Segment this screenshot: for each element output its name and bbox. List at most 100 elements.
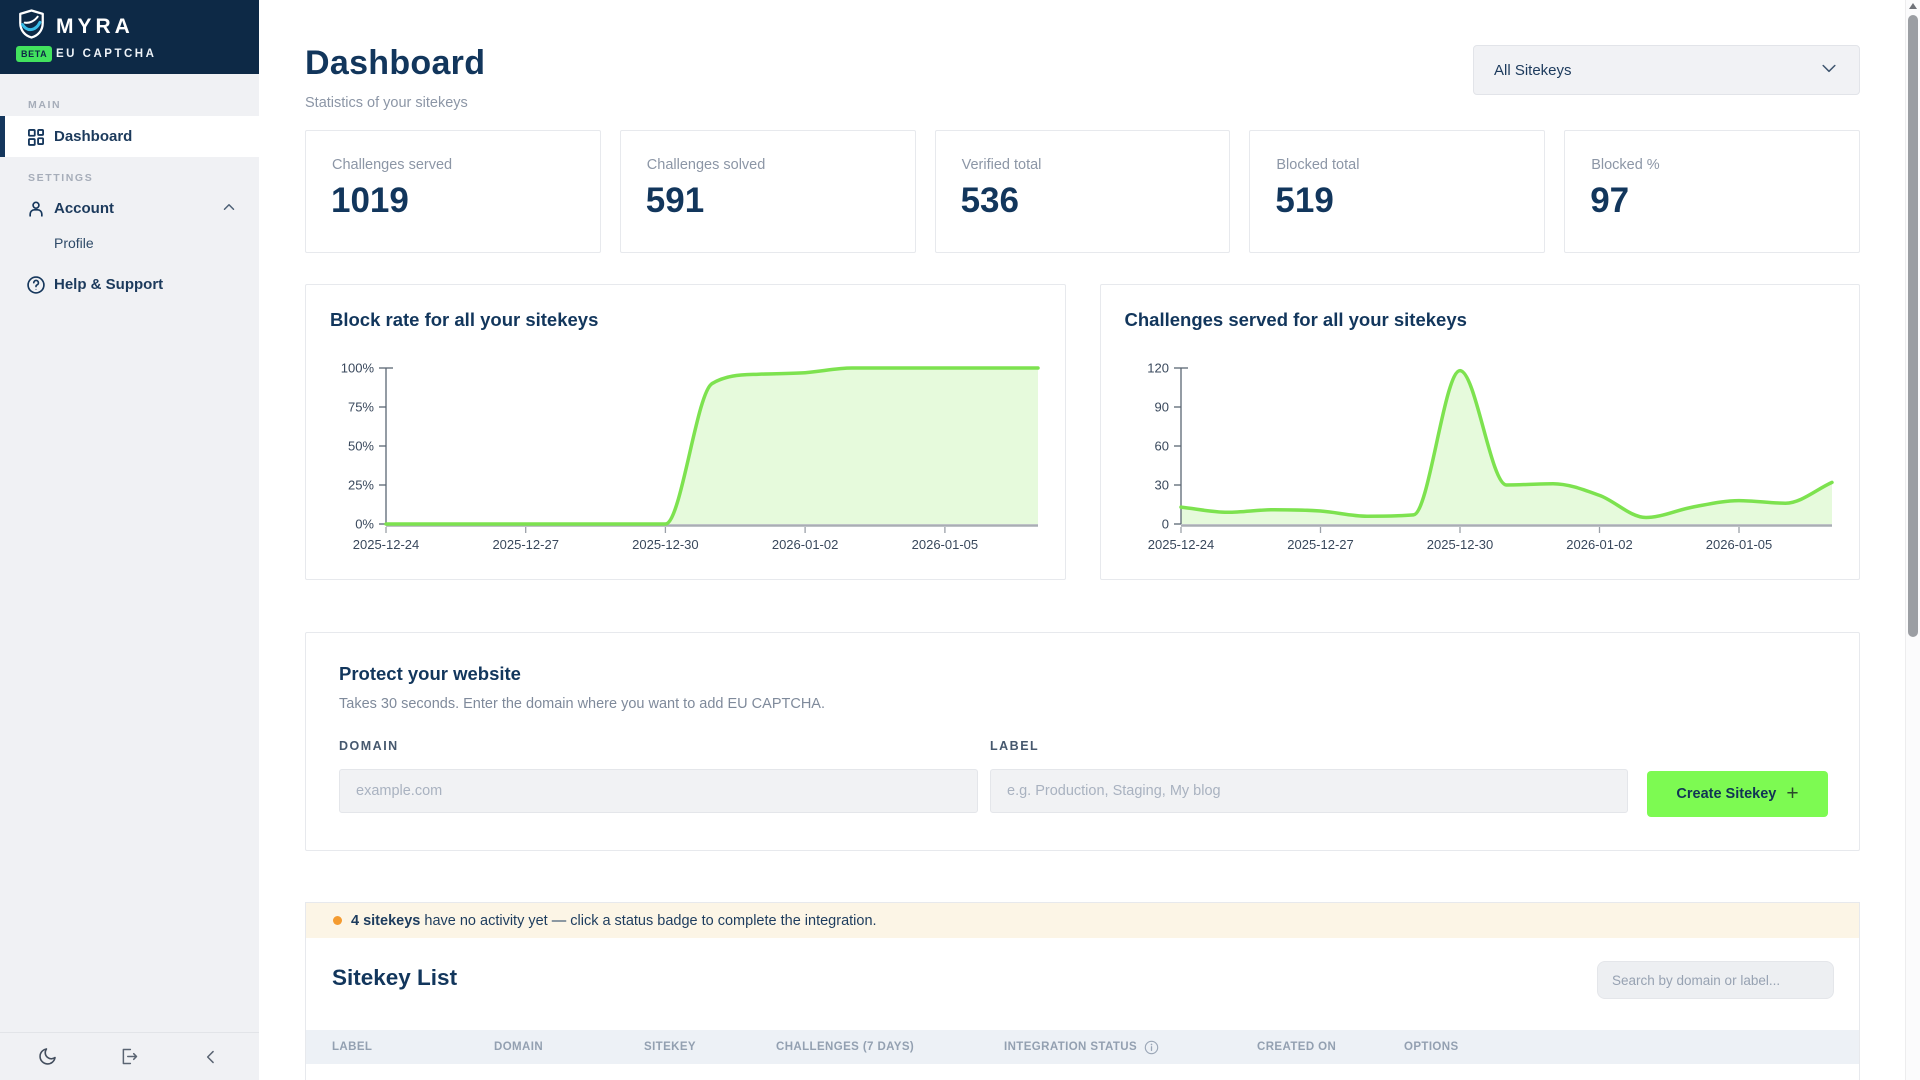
sidebar-item-help-support[interactable]: Help & Support: [0, 264, 259, 306]
beta-badge: BETA: [16, 46, 53, 62]
stat-label: Verified total: [961, 157, 1042, 173]
svg-text:120: 120: [1147, 361, 1169, 376]
svg-text:50%: 50%: [348, 439, 374, 454]
column-header-options: OPTIONS: [1404, 1041, 1459, 1053]
protect-title: Protect your website: [339, 663, 521, 684]
sitekey-search-input[interactable]: [1597, 961, 1834, 999]
logout-icon: [122, 1048, 137, 1065]
chevron-up-icon: [220, 198, 238, 221]
label-input[interactable]: [990, 769, 1628, 813]
sitekey-table-header: LABEL DOMAIN SITEKEY CHALLENGES (7 DAYS)…: [306, 1030, 1859, 1064]
sidebar-item-label: Account: [54, 200, 114, 217]
create-sitekey-label: Create Sitekey: [1676, 786, 1777, 802]
svg-text:30: 30: [1154, 478, 1168, 493]
sidebar-footer: [0, 1032, 259, 1080]
stat-label: Challenges solved: [646, 157, 766, 173]
svg-text:2025-12-30: 2025-12-30: [632, 537, 699, 552]
label-field-label: LABEL: [990, 739, 1040, 753]
challenges-served-chart: 0 30 60 90 120 2025-12-24 2025-12-27 2025-12-30…: [1147, 361, 1834, 552]
svg-text:90: 90: [1154, 400, 1168, 415]
sidebar-item-label: Help & Support: [54, 276, 164, 293]
sidebar: MYRA BETA EU CAPTCHA MAIN Dashboard SETT…: [0, 0, 259, 1080]
stat-label: Blocked %: [1591, 157, 1660, 173]
svg-text:0%: 0%: [355, 517, 374, 532]
protect-subtitle: Takes 30 seconds. Enter the domain where…: [339, 696, 825, 712]
chevron-down-icon: [1819, 58, 1839, 83]
stat-card-challenges-solved: Challenges solved 591: [619, 130, 916, 253]
dark-mode-toggle-button[interactable]: [35, 1045, 59, 1069]
plus-icon: +: [1786, 781, 1799, 805]
svg-text:2026-01-05: 2026-01-05: [912, 537, 979, 552]
user-icon: [26, 199, 46, 219]
brand-name: MYRA: [56, 15, 134, 38]
notice-highlight: 4 sitekeys: [351, 912, 421, 929]
scrollbar-up-arrow-icon[interactable]: [1909, 3, 1917, 9]
create-sitekey-button[interactable]: Create Sitekey +: [1647, 771, 1828, 817]
chart-title: Block rate for all your sitekeys: [330, 309, 599, 330]
notice-text: 4 sitekeys have no activity yet — click …: [351, 913, 877, 929]
logout-button[interactable]: [117, 1045, 141, 1069]
svg-text:75%: 75%: [348, 400, 374, 415]
page-subtitle: Statistics of your sitekeys: [305, 95, 468, 111]
question-circle-icon: [26, 275, 46, 295]
domain-field-label: DOMAIN: [339, 739, 399, 753]
page-title: Dashboard: [305, 44, 486, 82]
brand-product: EU CAPTCHA: [56, 48, 157, 60]
column-header-domain: DOMAIN: [494, 1041, 544, 1053]
column-header-integration-status: INTEGRATION STATUS: [1004, 1030, 1159, 1064]
column-header-created-on: CREATED ON: [1257, 1041, 1337, 1053]
sitekey-list-title: Sitekey List: [332, 965, 458, 990]
stat-value: 591: [645, 181, 705, 220]
sidebar-item-profile[interactable]: Profile: [54, 235, 94, 251]
svg-text:2026-01-05: 2026-01-05: [1705, 537, 1772, 552]
column-header-challenges: CHALLENGES (7 DAYS): [776, 1041, 915, 1053]
stat-card-blocked-total: Blocked total 519: [1249, 130, 1546, 253]
moon-icon: [38, 1048, 56, 1065]
svg-text:2026-01-02: 2026-01-02: [772, 537, 839, 552]
column-header-label: LABEL: [332, 1041, 373, 1053]
svg-text:2025-12-24: 2025-12-24: [1147, 537, 1214, 552]
stats-row: Challenges served 1019 Challenges solved…: [305, 130, 1860, 253]
nav-section-main: MAIN: [28, 99, 62, 111]
sitekey-filter-value: All Sitekeys: [1494, 61, 1572, 79]
sidebar-item-account[interactable]: Account: [0, 188, 259, 230]
stat-card-verified-total: Verified total 536: [934, 130, 1231, 253]
svg-text:0: 0: [1161, 517, 1168, 532]
block-rate-chart: 0% 25% 50% 75% 100% 2025-12-24 2025-12-27 2025-…: [341, 361, 1040, 552]
svg-text:2025-12-30: 2025-12-30: [1426, 537, 1493, 552]
stat-label: Blocked total: [1276, 157, 1360, 173]
svg-text:60: 60: [1154, 439, 1168, 454]
brand-header: MYRA BETA EU CAPTCHA: [0, 0, 259, 74]
shield-icon: [18, 9, 45, 44]
stat-label: Challenges served: [332, 157, 453, 173]
sidebar-item-label: Dashboard: [54, 127, 133, 145]
stat-value: 519: [1275, 181, 1334, 220]
stat-card-challenges-served: Challenges served 1019: [305, 130, 601, 253]
collapse-sidebar-button[interactable]: [199, 1045, 223, 1069]
sitekey-filter-dropdown[interactable]: All Sitekeys: [1473, 45, 1860, 95]
stat-value: 536: [960, 181, 1019, 220]
info-icon[interactable]: [1144, 1040, 1159, 1055]
grid-icon: [26, 127, 46, 147]
nav-section-settings: SETTINGS: [28, 172, 94, 184]
scrollbar-track[interactable]: [1905, 0, 1920, 1080]
svg-text:2026-01-02: 2026-01-02: [1566, 537, 1633, 552]
scrollbar-thumb[interactable]: [1908, 15, 1918, 637]
chart-title: Challenges served for all your sitekeys: [1124, 309, 1467, 330]
sitekey-list-card: 4 sitekeys have no activity yet — click …: [305, 902, 1860, 1080]
chevron-left-icon: [206, 1050, 214, 1063]
status-dot-icon: [333, 916, 342, 925]
charts-row: Block rate for all your sitekeys 0% 25% 50…: [305, 284, 1860, 580]
stat-card-blocked-percent: Blocked % 97: [1564, 130, 1860, 253]
notice-rest: have no activity yet — click a status ba…: [424, 912, 877, 929]
block-rate-chart-card: Block rate for all your sitekeys 0% 25% 50…: [305, 284, 1066, 580]
sidebar-item-dashboard[interactable]: Dashboard: [0, 116, 259, 157]
column-header-text: INTEGRATION STATUS: [1004, 1041, 1138, 1053]
svg-text:100%: 100%: [341, 361, 375, 376]
domain-input[interactable]: [339, 769, 978, 813]
svg-text:25%: 25%: [348, 478, 374, 493]
stat-value: 97: [1590, 181, 1630, 220]
no-activity-notice: 4 sitekeys have no activity yet — click …: [306, 903, 1859, 938]
challenges-served-chart-card: Challenges served for all your sitekeys …: [1099, 284, 1860, 580]
